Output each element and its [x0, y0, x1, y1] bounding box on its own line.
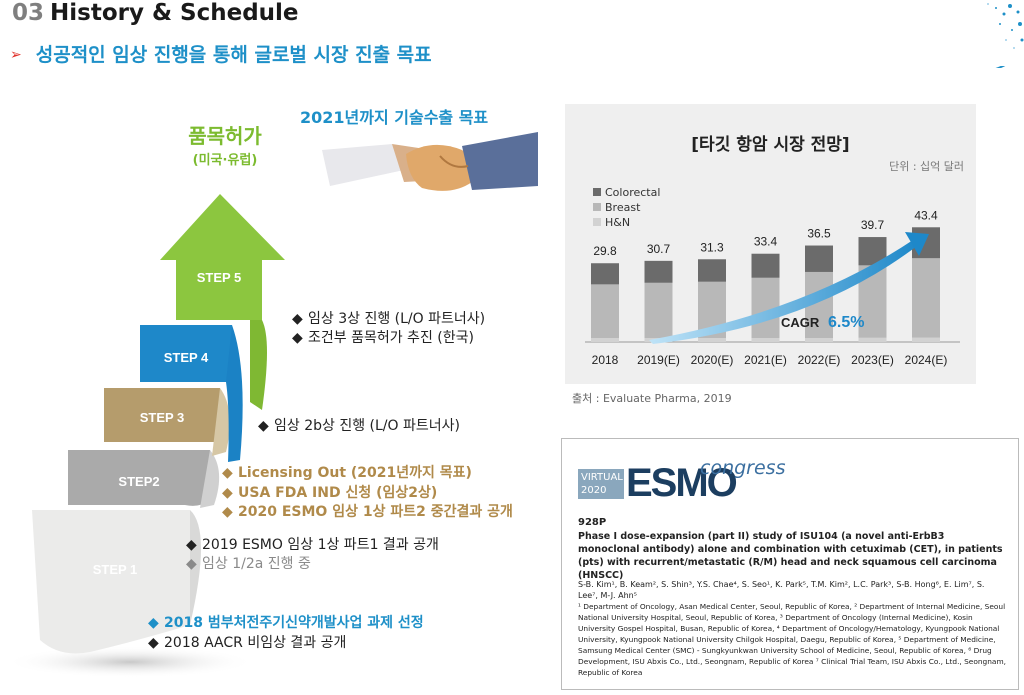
bar-hn-2024E	[912, 337, 940, 342]
step-3-label: STEP 3	[139, 410, 185, 425]
step4-note-1: ◆ 임상 2b상 진행 (L/O 파트너사)	[258, 418, 460, 434]
step-5-label: STEP 5	[196, 270, 242, 285]
legend-item-colorectal: Colorectal	[593, 186, 660, 199]
step-3-block	[104, 388, 220, 442]
bar-colorectal-2022E	[805, 245, 833, 272]
step3-note-2: ◆ USA FDA IND 신청 (임상2상)	[222, 485, 438, 501]
bar-total-label: 39.7	[861, 218, 885, 232]
step5-note-2: ◆ 조건부 품목허가 추진 (한국)	[292, 330, 474, 346]
bar-total-label: 30.7	[647, 242, 671, 256]
bar-total-label: 43.4	[914, 208, 938, 222]
step3-note-3: ◆ 2020 ESMO 임상 1상 파트2 중간결과 공개	[222, 504, 513, 520]
page-title: 03 History & Schedule	[12, 0, 299, 26]
bar-hn-2021E	[751, 338, 780, 342]
x-tick-label: 2018	[592, 353, 619, 367]
subtitle-text: 성공적인 임상 진행을 통해 글로벌 시장 진출 목표	[35, 44, 432, 66]
step3-note-1: ◆ Licensing Out (2021년까지 목표)	[222, 465, 472, 481]
esmo-logo: ESMO	[626, 461, 738, 505]
bar-total-label: 31.3	[700, 240, 724, 254]
step-2-block	[68, 450, 210, 506]
arrow-bullet-icon: ➢	[10, 47, 22, 63]
market-chart: 29.8 2018 30.7 2019(E) 31.3 2020(E) 33.4 2021(E…	[585, 208, 960, 367]
cagr-arrowhead	[905, 232, 929, 256]
step-1-block	[32, 510, 190, 654]
chart-unit: 단위 : 십억 달러	[889, 160, 964, 173]
subtitle: ➢ 성공적인 임상 진행을 통해 글로벌 시장 진출 목표	[10, 40, 432, 67]
bar-colorectal-2018	[591, 263, 619, 285]
abstract-title: Phase I dose-expansion (part II) study o…	[578, 531, 1003, 581]
dots-decoration	[987, 3, 1024, 49]
bar-total-label: 33.4	[754, 235, 778, 249]
bar-breast-2019E	[644, 282, 673, 339]
step1-note-1: ◆ 2018 범부처전주기신약개발사업 과제 선정	[148, 615, 424, 631]
bar-breast-2024E	[912, 258, 940, 338]
chart-title: [타깃 항암 시장 전망]	[691, 135, 850, 155]
bar-colorectal-2020E	[698, 259, 726, 282]
x-tick-label: 2019(E)	[637, 353, 680, 367]
steps-graphic	[5, 194, 285, 678]
bar-hn-2023E	[858, 337, 887, 342]
step2-note-1: ◆ 2019 ESMO 임상 1상 파트1 결과 공개	[186, 537, 439, 553]
abstract-affiliations: ¹ Department of Oncology, Asan Medical C…	[578, 602, 1007, 677]
floor-shadow	[5, 646, 255, 678]
bar-colorectal-2021E	[751, 253, 780, 278]
section-title: History & Schedule	[50, 0, 299, 26]
bar-breast-2018	[591, 284, 619, 339]
x-tick-label: 2020(E)	[691, 353, 734, 367]
goal-title: 2021년까지 기술수출 목표	[300, 108, 489, 127]
handshake-image	[322, 132, 538, 191]
esmo-abstract-image: VIRTUAL 2020 ESMO congress 928P Phase I …	[561, 438, 1019, 690]
step-4-block	[140, 325, 232, 382]
bar-hn-2022E	[805, 338, 833, 342]
x-tick-label: 2024(E)	[905, 353, 948, 367]
approval-title: 품목허가	[188, 124, 262, 148]
step-5-arrow	[160, 194, 285, 320]
step5-note-1: ◆ 임상 3상 진행 (L/O 파트너사)	[292, 311, 486, 327]
bar-colorectal-2019E	[644, 260, 673, 283]
bar-hn-2020E	[698, 338, 726, 342]
step-4-label: STEP 4	[163, 350, 209, 365]
abstract-id: 928P	[578, 517, 607, 528]
abstract-authors: S-B. Kim¹, B. Keam², S. Shin³, Y.S. Chae…	[578, 580, 985, 600]
x-tick-label: 2021(E)	[744, 353, 787, 367]
legend-item-breast: Breast	[593, 201, 640, 214]
cagr-label: CAGR	[781, 315, 820, 330]
bar-total-label: 29.8	[593, 244, 617, 258]
step2-note-2: ◆ 임상 1/2a 진행 중	[186, 556, 311, 572]
step-1-label: STEP 1	[92, 562, 138, 577]
x-tick-label: 2022(E)	[798, 353, 841, 367]
approval-subtitle: (미국·유럽)	[192, 153, 258, 168]
step1-note-2: ◆ 2018 AACR 비임상 결과 공개	[148, 635, 347, 651]
header-divider	[995, 66, 1006, 68]
market-chart-panel: [타깃 항암 시장 전망] 단위 : 십억 달러 Colorectal Brea…	[565, 104, 976, 384]
bar-total-label: 36.5	[807, 227, 831, 241]
virtual-logo: VIRTUAL 2020	[578, 469, 624, 499]
x-tick-label: 2023(E)	[851, 353, 894, 367]
step-2-label: STEP2	[118, 474, 160, 489]
section-number: 03	[12, 0, 45, 26]
source-text: 출처 : Evaluate Pharma, 2019	[572, 392, 732, 405]
legend-item-hn: H&N	[593, 216, 630, 229]
cagr-value: 6.5%	[828, 314, 864, 331]
congress-logo: congress	[700, 457, 786, 479]
bar-hn-2018	[591, 338, 619, 342]
